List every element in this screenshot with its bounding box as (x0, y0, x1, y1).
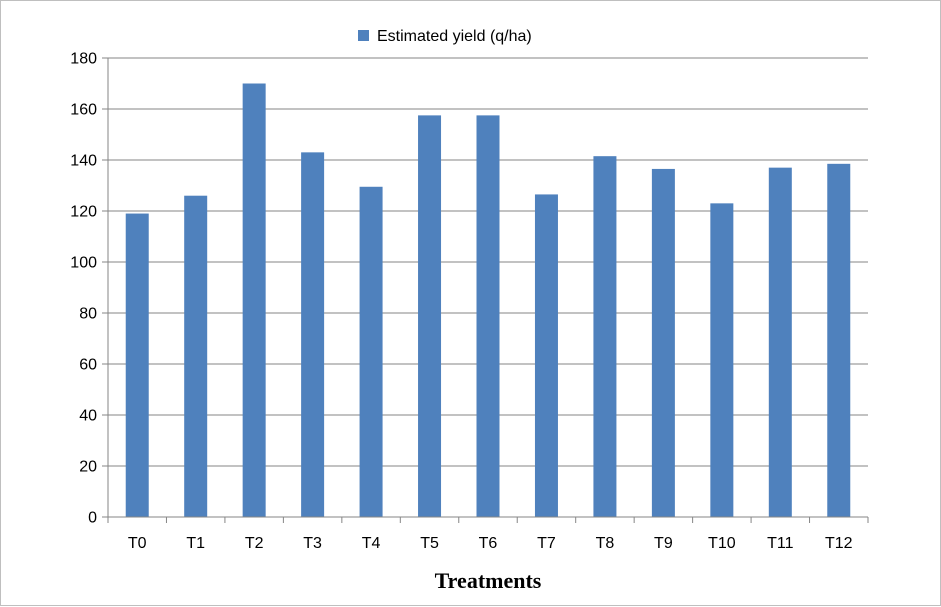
bar-t5 (418, 115, 442, 517)
x-tick-label-t0: T0 (128, 535, 147, 552)
x-tick-label-t3: T3 (303, 535, 322, 552)
x-tick-label-t10: T10 (708, 535, 736, 552)
bar-t7 (534, 194, 558, 518)
y-tick-label: 60 (79, 357, 97, 374)
x-tick-label-t11: T11 (767, 535, 793, 552)
bar-t8 (593, 156, 617, 518)
y-tick-label: 180 (70, 51, 97, 68)
x-tick-label-t1: T1 (186, 535, 205, 552)
y-tick-labels: 0 20 40 60 80 100 120 140 160 180 (70, 51, 108, 527)
legend-label: Estimated yield (q/ha) (377, 28, 532, 45)
bars (125, 83, 851, 518)
bar-t6 (476, 115, 500, 517)
bar-t11 (768, 167, 792, 517)
x-tick-labels: T0 T1 T2 T3 T4 T5 T6 T7 T8 T9 T10 T11 T12 (107, 517, 869, 552)
y-tick-label: 120 (70, 204, 97, 221)
x-tick-label-t8: T8 (596, 535, 615, 552)
bar-t1 (184, 195, 208, 517)
y-tick-label: 0 (88, 510, 97, 527)
y-tick-label: 140 (70, 153, 97, 170)
bar-t12 (827, 163, 851, 517)
x-tick-label-t6: T6 (479, 535, 498, 552)
bar-t9 (651, 168, 675, 518)
axes (107, 58, 868, 518)
x-tick-label-t5: T5 (420, 535, 439, 552)
bar-t3 (301, 152, 325, 517)
bar-t0 (125, 213, 149, 518)
y-tick-label: 100 (70, 255, 97, 272)
y-tick-label: 20 (79, 459, 97, 476)
x-tick-label-t9: T9 (654, 535, 673, 552)
bar-t2 (242, 83, 266, 517)
bar-t4 (359, 186, 383, 517)
x-tick-label-t12: T12 (825, 535, 853, 552)
x-tick-label-t2: T2 (245, 535, 264, 552)
bar-t10 (710, 203, 734, 517)
y-tick-label: 80 (79, 306, 97, 323)
x-axis-title: Treatments (435, 568, 542, 593)
x-tick-label-t4: T4 (362, 535, 381, 552)
x-tick-label-t7: T7 (537, 535, 556, 552)
y-tick-label: 160 (70, 102, 97, 119)
legend-swatch (358, 30, 369, 41)
y-tick-label: 40 (79, 408, 97, 425)
legend: Estimated yield (q/ha) (358, 28, 532, 45)
